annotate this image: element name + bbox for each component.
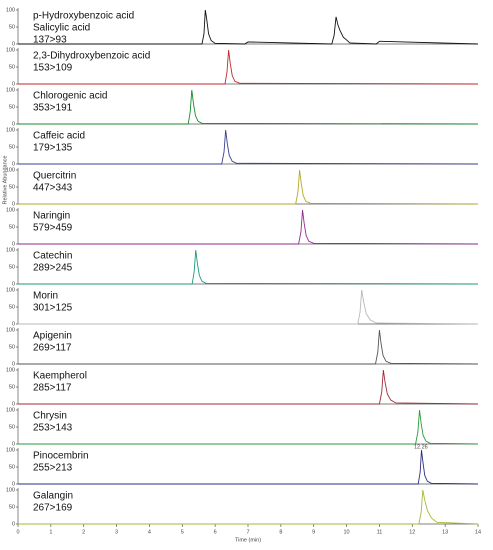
y-tick-label: 100 <box>6 487 15 493</box>
panel-label: 179>135 <box>33 143 73 154</box>
trace <box>18 89 479 125</box>
panel-label: 301>125 <box>33 303 73 314</box>
y-tick-label: 50 <box>9 264 15 270</box>
y-tick-label: 100 <box>6 447 15 453</box>
y-tick-label: 0 <box>12 521 15 527</box>
y-tick-label: 100 <box>6 127 15 133</box>
x-tick-label: 12 <box>409 529 415 535</box>
y-tick-label: 0 <box>12 81 15 87</box>
y-tick-label: 50 <box>9 24 15 30</box>
panel-label: 255>213 <box>33 463 73 474</box>
y-tick-label: 100 <box>6 407 15 413</box>
trace <box>18 329 479 365</box>
x-tick-label: 14 <box>475 529 481 535</box>
panel-label: Kaempherol <box>33 371 87 382</box>
x-tick-label: 13 <box>442 529 448 535</box>
panel-label: 269>117 <box>33 343 72 354</box>
y-tick-label: 50 <box>9 64 15 70</box>
x-tick-label: 4 <box>148 529 151 535</box>
peak-annotation: 12.26 <box>414 444 428 450</box>
panel-label: Quercitrin <box>33 171 76 182</box>
y-tick-label: 0 <box>12 401 15 407</box>
trace <box>18 49 479 85</box>
y-tick-label: 50 <box>9 384 15 390</box>
panel-label: p-Hydroxybenzoic acid <box>33 11 134 22</box>
y-tick-label: 0 <box>12 441 15 447</box>
trace <box>18 449 479 485</box>
trace <box>18 489 479 525</box>
panel-label: Apigenin <box>33 331 72 342</box>
y-tick-label: 0 <box>12 241 15 247</box>
y-tick-label: 50 <box>9 344 15 350</box>
panel-label: 285>117 <box>33 383 72 394</box>
y-tick-label: 0 <box>12 41 15 47</box>
y-tick-label: 100 <box>6 47 15 53</box>
panel-label: 447>343 <box>33 183 73 194</box>
y-tick-label: 50 <box>9 224 15 230</box>
panel-label: Catechin <box>33 251 72 262</box>
trace <box>18 9 479 45</box>
y-tick-label: 50 <box>9 504 15 510</box>
panel-label: 579>459 <box>33 223 73 234</box>
y-tick-label: 100 <box>6 87 15 93</box>
y-tick-label: 100 <box>6 327 15 333</box>
y-axis-label: Relative Abundance <box>2 156 8 205</box>
y-tick-label: 50 <box>9 464 15 470</box>
y-tick-label: 100 <box>6 7 15 13</box>
trace <box>18 369 479 405</box>
y-tick-label: 0 <box>12 281 15 287</box>
x-tick-label: 2 <box>82 529 85 535</box>
panel-label: 2,3-Dihydroxybenzoic acid <box>33 51 150 62</box>
y-tick-label: 100 <box>6 247 15 253</box>
x-tick-label: 8 <box>279 529 282 535</box>
panel-label: Chlorogenic acid <box>33 91 108 102</box>
y-tick-label: 100 <box>6 207 15 213</box>
panel-label: 353>191 <box>33 103 73 114</box>
y-tick-label: 50 <box>9 104 15 110</box>
x-tick-label: 9 <box>312 529 315 535</box>
panel-label: Galangin <box>33 491 73 502</box>
trace <box>18 409 479 445</box>
y-tick-label: 50 <box>9 184 15 190</box>
panel-label: Salicylic acid <box>33 23 90 34</box>
y-tick-label: 100 <box>6 287 15 293</box>
y-tick-label: 50 <box>9 144 15 150</box>
panel-label: Caffeic acid <box>33 131 85 142</box>
trace <box>18 169 479 205</box>
x-axis-label: Time (min) <box>235 537 261 543</box>
x-tick-label: 10 <box>344 529 350 535</box>
y-tick-label: 0 <box>12 161 15 167</box>
y-tick-label: 100 <box>6 167 15 173</box>
x-tick-label: 7 <box>246 529 249 535</box>
y-tick-label: 0 <box>12 481 15 487</box>
trace <box>18 129 479 165</box>
x-tick-label: 6 <box>214 529 217 535</box>
panel-label: 137>93 <box>33 35 67 46</box>
trace <box>18 249 479 285</box>
panel-label: Naringin <box>33 211 70 222</box>
panel-label: Chrysin <box>33 411 67 422</box>
y-tick-label: 0 <box>12 121 15 127</box>
trace <box>18 289 479 325</box>
y-tick-label: 0 <box>12 321 15 327</box>
trace <box>18 209 479 245</box>
panel-label: 289>245 <box>33 263 73 274</box>
panel-label: 267>169 <box>33 503 73 514</box>
panel-label: 153>109 <box>33 63 73 74</box>
y-tick-label: 0 <box>12 361 15 367</box>
x-tick-label: 5 <box>181 529 184 535</box>
x-tick-label: 1 <box>49 529 52 535</box>
y-tick-label: 50 <box>9 304 15 310</box>
panel-label: Morin <box>33 291 58 302</box>
panel-label: Pinocembrin <box>33 451 89 462</box>
x-tick-label: 3 <box>115 529 118 535</box>
y-tick-label: 100 <box>6 367 15 373</box>
x-tick-label: 0 <box>16 529 19 535</box>
y-tick-label: 0 <box>12 201 15 207</box>
y-tick-label: 50 <box>9 424 15 430</box>
panel-label: 253>143 <box>33 423 73 434</box>
x-tick-label: 11 <box>377 529 383 535</box>
